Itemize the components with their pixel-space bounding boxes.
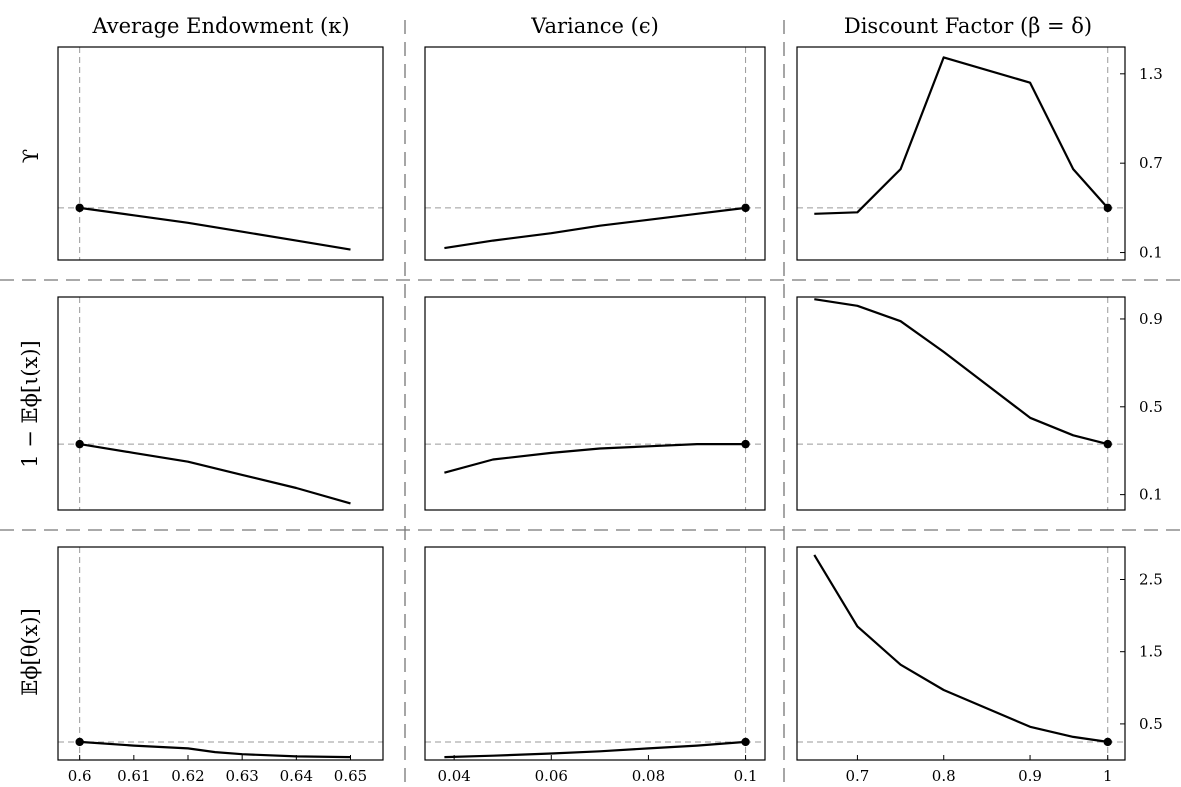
x-tick-label: 0.9: [1018, 767, 1042, 785]
column-title-kappa: Average Endowment (κ): [92, 14, 350, 38]
x-tick-label: 0.8: [932, 767, 956, 785]
panel-frame: [57, 546, 384, 761]
column-title-epsilon: Variance (ϵ): [531, 14, 659, 38]
y-tick-label: 0.9: [1139, 310, 1163, 328]
panel-theta-epsilon: 0.04 0.06 0.08 0.1: [424, 546, 766, 785]
panel-theta-beta: 0.7 0.8 0.9 1 0.5 1.5 2.5: [796, 546, 1163, 785]
baseline-marker: [1103, 737, 1112, 747]
panel-iota-kappa: [57, 296, 384, 511]
panel-frame: [424, 46, 766, 261]
x-tick-label: 0.63: [225, 767, 258, 785]
panel-iota-beta: 0.1 0.5 0.9: [796, 296, 1163, 511]
panels: 0.10.71.30.10.50.90.6 0.61 0.62 0.63 0.64 0.6…: [57, 46, 1163, 785]
series-line: [813, 554, 1108, 743]
baseline-marker: [1103, 203, 1112, 213]
x-tick-label: 0.65: [334, 767, 367, 785]
y-tick-label: 1.3: [1139, 65, 1163, 83]
series-line: [444, 740, 746, 759]
baseline-marker: [75, 203, 84, 213]
y-tick-label: 2.5: [1139, 570, 1163, 588]
panel-frame: [796, 296, 1126, 511]
panel-frame: [424, 296, 766, 511]
series-line: [444, 443, 746, 474]
panel-frame: [424, 546, 766, 761]
x-tick-label: 0.1: [734, 767, 758, 785]
series-line: [814, 298, 1108, 446]
panel-frame: [796, 546, 1126, 761]
panel-iota-epsilon: [424, 296, 766, 511]
panel-upsilon-epsilon: [424, 46, 766, 261]
y-tick-label: 0.1: [1139, 486, 1163, 504]
series-line: [444, 206, 746, 250]
series-line: [814, 56, 1109, 215]
x-tick-label: 0.08: [632, 767, 665, 785]
panel-upsilon-kappa: [57, 46, 384, 261]
panel-upsilon-beta: 0.1 0.7 1.3: [796, 46, 1163, 262]
series-line: [79, 206, 351, 251]
x-tick-label: 0.64: [280, 767, 313, 785]
baseline-marker: [741, 203, 750, 213]
x-tick-label: 0.61: [117, 767, 150, 785]
panel-theta-kappa: 0.6 0.61 0.62 0.63 0.64 0.65: [57, 546, 384, 785]
y-tick-label: 0.1: [1139, 244, 1163, 262]
x-tick-label: 0.62: [171, 767, 204, 785]
baseline-marker: [1103, 439, 1112, 449]
panel-frame: [57, 46, 384, 261]
x-tick-label: 0.04: [437, 767, 470, 785]
y-tick-label: 0.7: [1139, 154, 1163, 172]
x-tick-label: 0.6: [68, 767, 92, 785]
baseline-marker: [741, 737, 750, 747]
x-tick-label: 1: [1103, 767, 1113, 785]
y-tick-label: 0.5: [1139, 398, 1163, 416]
baseline-marker: [75, 439, 84, 449]
x-tick-label: 0.06: [535, 767, 568, 785]
baseline-marker: [75, 737, 84, 747]
y-tick-label: 0.5: [1139, 715, 1163, 733]
column-title-beta: Discount Factor (β = δ): [843, 14, 1093, 38]
panel-frame: [796, 46, 1126, 261]
y-tick-label: 1.5: [1139, 643, 1163, 661]
panel-separators: [0, 20, 1181, 787]
baseline-marker: [741, 439, 750, 449]
panel-frame: [57, 296, 384, 511]
series-line: [79, 443, 351, 505]
x-tick-label: 0.7: [845, 767, 869, 785]
series-line: [79, 740, 351, 759]
